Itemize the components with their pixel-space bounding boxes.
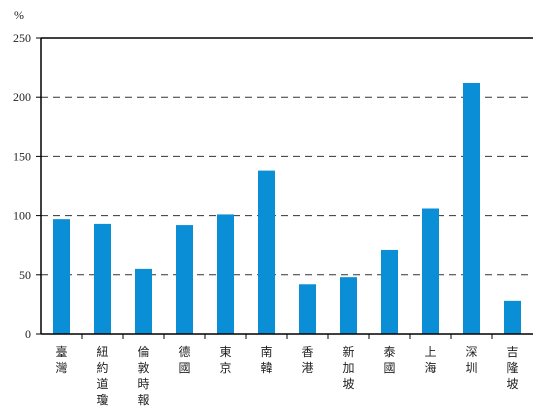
y-tick-label: 200 [13,90,31,104]
bar [422,208,439,334]
x-tick-label: 吉隆坡 [506,345,518,391]
bar [135,268,152,334]
x-tick-label: 南韓 [260,344,272,375]
bar [463,82,480,334]
bar [381,249,398,334]
x-tick-label: 紐約道瓊 [96,345,108,407]
bar [217,214,234,334]
gridlines [41,96,533,276]
x-tick-label: 東京 [219,345,231,375]
bar [340,277,357,334]
bar [94,223,111,334]
y-axis-ticks: 0 50 100 150 200 250 [13,31,41,341]
x-tick-label: 香港 [301,345,313,375]
axes [40,37,533,339]
y-tick-label: 0 [25,327,31,341]
y-tick-label: 100 [13,209,31,223]
x-tick-label: 泰國 [383,345,395,375]
y-axis-unit-label: % [14,8,24,22]
x-tick-label: 深圳 [465,345,477,375]
bar [258,170,275,334]
bar [299,284,316,334]
x-tick-label: 臺灣 [55,344,67,375]
bar [504,300,521,334]
x-tick-label: 上海 [424,345,436,375]
x-tick-label: 新加坡 [342,344,354,391]
y-tick-label: 250 [13,31,31,45]
x-tick-label: 德國 [178,344,190,375]
y-tick-label: 150 [13,149,31,163]
bar [176,225,193,334]
bar [53,219,70,334]
bars [53,82,521,334]
y-tick-label: 50 [19,268,31,282]
x-tick-label: 倫敦時報 [137,345,149,407]
